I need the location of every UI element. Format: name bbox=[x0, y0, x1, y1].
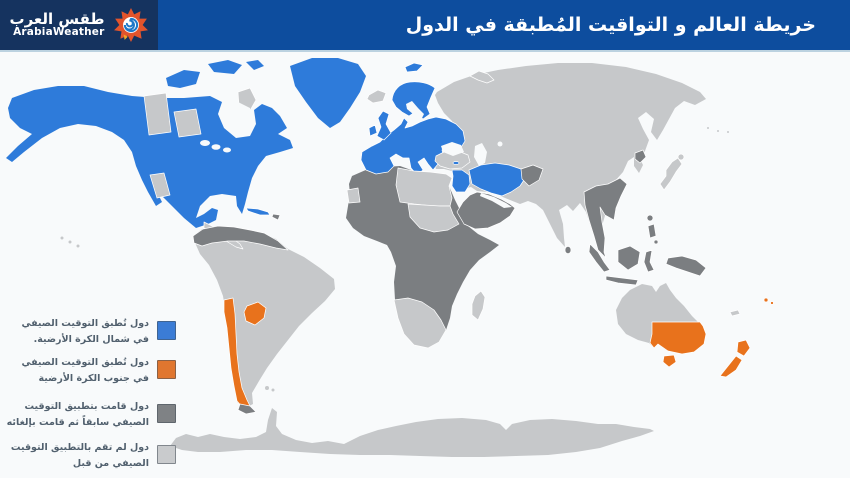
region-philippines bbox=[646, 214, 654, 222]
region-sri-lanka bbox=[564, 246, 572, 254]
region-arctic-islands bbox=[166, 70, 200, 88]
legend-label: دول لم تقم بالتطبيق التوقيت الصيفي من قب… bbox=[10, 442, 149, 469]
region-cuba bbox=[245, 207, 271, 216]
legend-item-north-dst: دول تُطبق التوقيت الصيفي في شمال الكرة ا… bbox=[6, 316, 176, 348]
region-arctic-islands bbox=[208, 60, 242, 74]
region-australia-southeast bbox=[649, 321, 707, 355]
region-falkland-islands bbox=[271, 388, 275, 392]
legend-label: دول تُطبق التوقيت الصيفي في شمال الكرة ا… bbox=[21, 318, 149, 345]
caspian-sea bbox=[474, 143, 487, 166]
great-lake bbox=[200, 140, 210, 146]
region-fiji bbox=[770, 301, 774, 305]
region-western-sahara bbox=[346, 187, 361, 204]
region-hokkaido bbox=[677, 153, 685, 161]
region-fiji bbox=[763, 297, 769, 303]
region-hawaii bbox=[68, 240, 72, 244]
region-north-america bbox=[6, 86, 293, 228]
logo-english-text: ArabiaWeather bbox=[13, 26, 105, 39]
legend-label: دول قامت بتطبيق التوقيت الصيفي سابقاً ثم… bbox=[6, 401, 149, 428]
region-philippines bbox=[647, 223, 657, 239]
region-svalbard bbox=[404, 62, 424, 73]
legend-swatch-dark-gray bbox=[157, 404, 176, 423]
baltic-sea bbox=[406, 101, 424, 120]
region-north-korea bbox=[634, 149, 647, 164]
region-hawaii bbox=[76, 244, 80, 248]
region-paraguay bbox=[243, 301, 267, 326]
legend-swatch-blue bbox=[157, 321, 176, 340]
region-arctic-islands bbox=[246, 60, 264, 70]
arabiaweather-logo: طقس العرب ArabiaWeather bbox=[0, 0, 158, 50]
legend-swatch-orange bbox=[157, 360, 176, 379]
region-chad-sudan bbox=[407, 203, 460, 233]
region-borneo bbox=[617, 245, 641, 271]
page-title-wrap: خريطة العالم و التواقيت المُطبقة في الدو… bbox=[158, 0, 850, 50]
region-levant bbox=[451, 169, 471, 193]
region-sonora-patch bbox=[149, 172, 171, 199]
region-antarctica bbox=[170, 408, 654, 457]
header-separator bbox=[0, 50, 850, 52]
aral-sea bbox=[497, 141, 503, 147]
region-madagascar bbox=[471, 290, 486, 321]
region-falkland-islands bbox=[265, 386, 269, 390]
region-iran bbox=[468, 162, 527, 197]
region-novaya-zemlya bbox=[469, 70, 495, 84]
region-canada-gray-patch bbox=[143, 92, 172, 136]
map-area bbox=[0, 52, 850, 478]
region-tasmania bbox=[662, 354, 677, 368]
region-new-caledonia bbox=[729, 309, 741, 317]
persian-gulf bbox=[480, 193, 512, 208]
region-tierra-del-fuego bbox=[237, 403, 257, 415]
legend-item-cancelled: دول قامت بتطبيق التوقيت الصيفي سابقاً ثم… bbox=[6, 399, 176, 431]
region-canada-gray-patch bbox=[173, 108, 202, 138]
region-eurasia bbox=[433, 63, 706, 256]
legend: دول تُطبق التوقيت الصيفي في شمال الكرة ا… bbox=[6, 316, 176, 478]
header-bar: طقس العرب ArabiaWeather خريطة العالم و ا… bbox=[0, 0, 850, 50]
region-greenland bbox=[290, 58, 366, 128]
great-lake bbox=[211, 144, 221, 150]
legend-item-south-dst: دول تُطبق التوقيت الصيفي في جنوب الكرة ا… bbox=[6, 355, 176, 387]
region-libya-egypt bbox=[395, 167, 453, 207]
region-great-britain bbox=[376, 110, 392, 141]
region-hawaii bbox=[60, 236, 64, 240]
region-afghanistan bbox=[520, 164, 544, 187]
region-sumatra bbox=[588, 243, 611, 273]
region-sulawesi bbox=[643, 249, 655, 273]
region-hispaniola bbox=[271, 213, 281, 221]
legend-label: دول تُطبق التوقيت الصيفي في جنوب الكرة ا… bbox=[21, 357, 149, 384]
region-cyprus bbox=[452, 161, 460, 165]
region-philippines bbox=[653, 239, 659, 245]
great-lake bbox=[223, 147, 231, 153]
world-map bbox=[6, 58, 774, 457]
region-aleutian-islands bbox=[717, 130, 719, 132]
region-java bbox=[605, 275, 639, 286]
region-northern-south-america bbox=[192, 225, 289, 251]
region-new-zealand bbox=[736, 339, 751, 357]
legend-item-never: دول لم تقم بالتطبيق التوقيت الصيفي من قب… bbox=[6, 440, 176, 472]
page-title: خريطة العالم و التواقيت المُطبقة في الدو… bbox=[405, 14, 816, 36]
hudson-bay bbox=[220, 102, 252, 136]
sun-swirl-icon bbox=[113, 8, 148, 42]
black-sea bbox=[441, 142, 464, 156]
region-southeast-asia bbox=[583, 177, 628, 259]
region-aleutian-islands bbox=[707, 127, 709, 129]
legend-swatch-light-gray bbox=[157, 445, 176, 464]
logo-text-block: طقس العرب ArabiaWeather bbox=[9, 9, 105, 39]
region-southern-africa bbox=[393, 297, 447, 349]
region-ireland bbox=[368, 124, 378, 137]
region-new-guinea bbox=[665, 255, 707, 277]
region-japan bbox=[659, 157, 683, 191]
region-iceland bbox=[366, 89, 387, 104]
region-new-zealand bbox=[719, 355, 743, 378]
region-aleutian-islands bbox=[727, 131, 729, 133]
logo-arabic-text: طقس العرب bbox=[9, 9, 105, 28]
